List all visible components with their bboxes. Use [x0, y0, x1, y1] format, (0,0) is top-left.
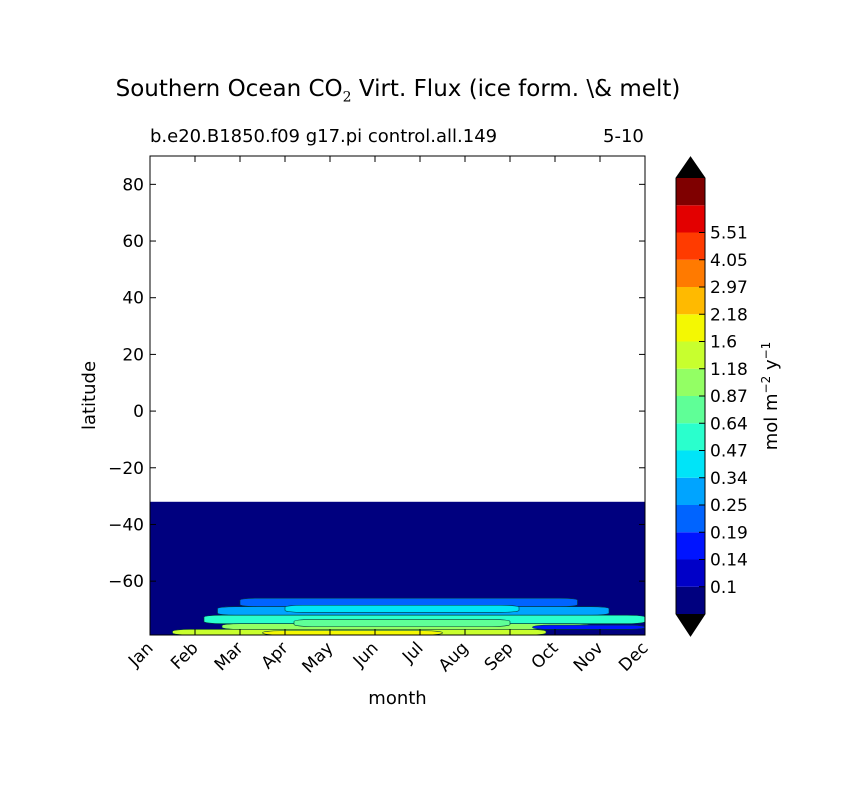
colorbar-label-exponent: −2 — [759, 376, 773, 394]
x-tick-label: Jun — [349, 638, 383, 672]
colorbar-tick-label: 0.64 — [710, 414, 748, 434]
colorbar-segment — [676, 423, 705, 451]
colorbar-segment — [676, 205, 705, 233]
colorbar-segment — [676, 368, 705, 396]
colorbar-segment — [676, 178, 705, 206]
colorbar-segment — [676, 341, 705, 369]
colorbar-tick-label: 4.05 — [710, 251, 748, 271]
colorbar-tick-label: 0.14 — [710, 551, 748, 571]
x-tick-label: Sep — [481, 638, 518, 675]
colorbar-segment — [676, 314, 705, 342]
contour-layer — [150, 501, 645, 635]
colorbar-tick-label: 0.87 — [710, 387, 748, 407]
colorbar-segment — [676, 586, 705, 614]
x-tick-label: Aug — [435, 638, 473, 676]
chart-subtitle-right: 5-10 — [603, 126, 644, 147]
colorbar-tick-label: 2.18 — [710, 305, 748, 325]
contour-band — [284, 604, 520, 613]
colorbar-tick-label: 0.47 — [710, 442, 748, 462]
colorbar-segment — [676, 477, 705, 505]
colorbar-outline — [675, 156, 706, 637]
colorbar-segment — [676, 532, 705, 560]
colorbar-segment — [676, 396, 705, 424]
y-tick-label: 80 — [122, 175, 144, 195]
colorbar-segment — [676, 232, 705, 260]
chart-title: Southern Ocean CO2 Virt. Flux (ice form.… — [115, 76, 681, 106]
y-tick-label: 0 — [133, 402, 144, 422]
colorbar-label-part: y — [761, 359, 782, 376]
colorbar-tick-label: 1.18 — [710, 360, 748, 380]
colorbar-segment — [676, 259, 705, 287]
x-tick-label: May — [299, 638, 338, 677]
colorbar-over-arrow — [676, 157, 705, 178]
contour-band — [293, 619, 511, 627]
colorbar-segment — [676, 287, 705, 315]
plot-frame — [149, 155, 646, 636]
colorbar-tick-label: 5.51 — [710, 224, 748, 244]
colorbar-tick-label: 0.19 — [710, 523, 748, 543]
colorbar-label-part: mol m — [761, 393, 782, 450]
colorbar-tick-label: 0.25 — [710, 496, 748, 516]
colorbar-under-arrow — [676, 614, 705, 636]
colorbar-tick-label: 0.34 — [710, 469, 748, 489]
x-axis-label: month — [368, 688, 426, 709]
y-tick-label: −40 — [108, 515, 144, 535]
x-tick-label: Apr — [258, 638, 293, 673]
colorbar-tick-label: 1.6 — [710, 333, 737, 353]
y-tick-label: −20 — [108, 459, 144, 479]
x-tick-label: Feb — [167, 638, 202, 673]
x-tick-label: Dec — [615, 638, 652, 675]
chart-subtitle-left: b.e20.B1850.f09 g17.pi control.all.149 — [150, 126, 498, 147]
y-tick-label: 60 — [122, 232, 144, 252]
colorbar-tick-label: 2.97 — [710, 278, 748, 298]
colorbar-segment — [676, 559, 705, 587]
y-tick-label: −60 — [108, 572, 144, 592]
colorbar-tick-label: 0.1 — [710, 578, 737, 598]
y-tick-label: 20 — [122, 345, 144, 365]
x-tick-label: Jan — [124, 638, 157, 671]
x-tick-label: Mar — [211, 638, 248, 675]
colorbar-label-exponent: −1 — [759, 342, 773, 360]
colorbar-segment — [676, 450, 705, 478]
x-tick-label: Nov — [570, 638, 608, 676]
contour-band — [532, 624, 645, 630]
colorbar-segment — [676, 505, 705, 533]
x-tick-label: Jul — [398, 638, 427, 667]
colorbar-label: mol m−2 y−1 — [759, 342, 782, 451]
contour-band — [262, 630, 443, 635]
y-axis-label: latitude — [79, 361, 100, 430]
x-tick-label: Oct — [528, 638, 563, 673]
y-tick-label: 40 — [122, 289, 144, 309]
